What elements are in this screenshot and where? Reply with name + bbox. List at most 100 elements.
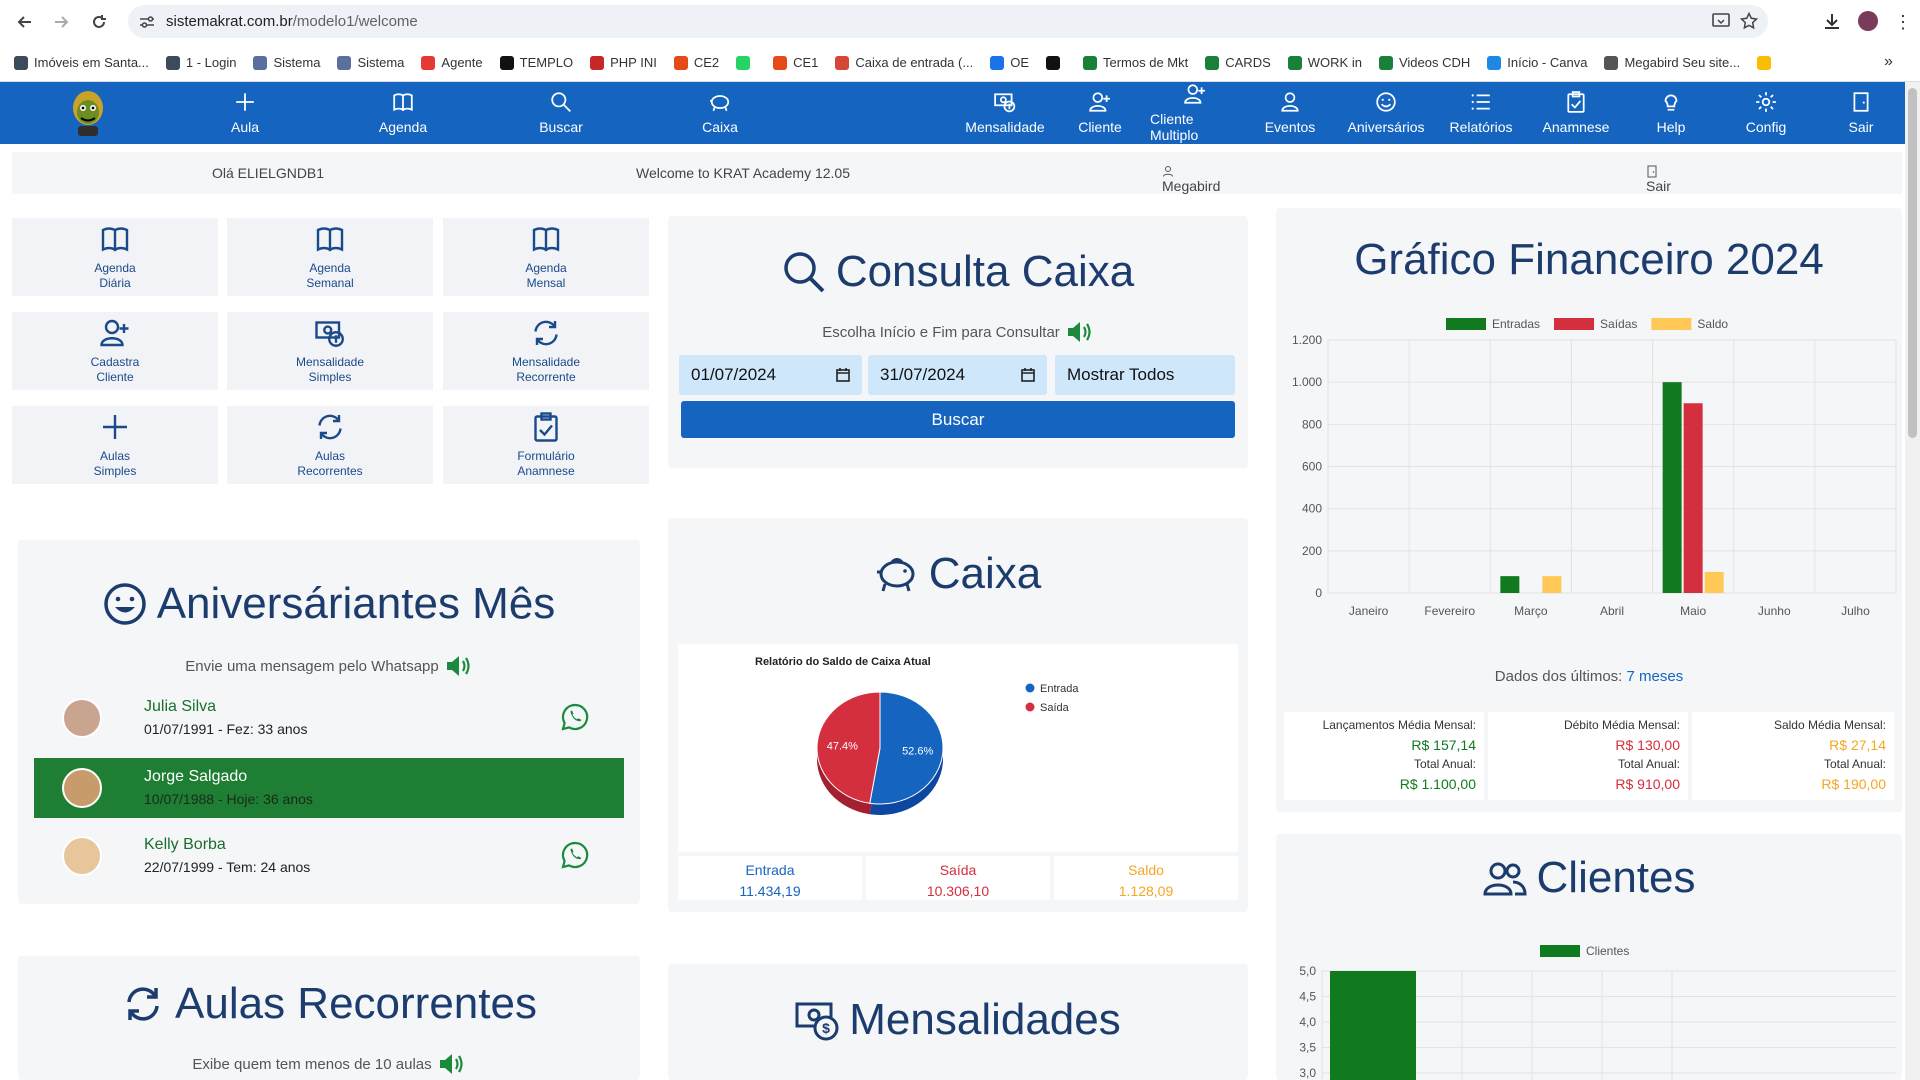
nav-agenda[interactable]: Agenda <box>358 82 448 144</box>
bookmark-item[interactable]: Termos de Mkt <box>1083 55 1188 70</box>
y-tick-label: 800 <box>1302 417 1322 431</box>
nav-config[interactable]: Config <box>1721 82 1811 144</box>
logo-icon[interactable] <box>68 88 108 138</box>
whatsapp-icon[interactable] <box>560 702 590 737</box>
bookmark-item[interactable]: WORK in <box>1287 55 1362 70</box>
forward-icon[interactable] <box>44 5 78 39</box>
bookmark-item[interactable]: Agente <box>421 55 483 70</box>
tile-cadastra-cliente[interactable]: Cadastra Cliente <box>12 312 218 390</box>
speaker-icon[interactable] <box>445 654 473 678</box>
start-date-input[interactable]: 01/07/2024 <box>679 355 862 395</box>
speaker-icon[interactable] <box>1066 320 1094 344</box>
bar-entradas[interactable] <box>1662 382 1682 593</box>
bookmark-item[interactable]: Megabird Seu site... <box>1604 55 1740 70</box>
refresh-icon <box>127 987 159 1021</box>
nav-aniversários[interactable]: Aniversários <box>1341 82 1431 144</box>
nav-buscar[interactable]: Buscar <box>516 82 606 144</box>
menu-kebab-icon[interactable]: ⋮ <box>1894 12 1912 32</box>
address-bar[interactable]: sistemakrat.com.br/modelo1/welcome <box>128 5 1768 38</box>
user-link[interactable]: Megabird <box>1162 165 1220 194</box>
tile-mensalidade-recorrente[interactable]: Mensalidade Recorrente <box>443 312 649 390</box>
tile-aulas-recorrentes[interactable]: Aulas Recorrentes <box>227 406 433 484</box>
bookmark-item[interactable]: Imóveis em Santa... <box>14 55 149 70</box>
cast-icon[interactable] <box>1712 13 1730 34</box>
y-tick-label: 600 <box>1302 460 1322 474</box>
back-icon[interactable] <box>8 5 42 39</box>
nav-caixa[interactable]: Caixa <box>675 82 765 144</box>
x-tick-label: Fevereiro <box>1424 604 1475 618</box>
nav-sair[interactable]: Sair <box>1816 82 1906 144</box>
bookmark-label: PHP INI <box>610 55 657 70</box>
logout-text: Sair <box>1646 178 1671 194</box>
filter-select[interactable]: Mostrar Todos <box>1055 355 1235 395</box>
x-tick-label: Maio <box>1680 604 1706 618</box>
reload-icon[interactable] <box>82 5 116 39</box>
nav-mensalidade[interactable]: Mensalidade <box>960 82 1050 144</box>
bookmark-item[interactable]: OE <box>990 55 1029 70</box>
refresh-icon <box>531 318 561 355</box>
svg-text:$: $ <box>822 1020 830 1036</box>
bookmarks-more-icon[interactable]: » <box>1884 53 1893 70</box>
tile-agenda-mensal[interactable]: Agenda Mensal <box>443 218 649 296</box>
calendar-icon[interactable] <box>836 368 850 382</box>
pie-slice-saída[interactable] <box>816 691 881 804</box>
nav-eventos[interactable]: Eventos <box>1245 82 1335 144</box>
calendar-icon[interactable] <box>1021 368 1035 382</box>
nav-aula[interactable]: Aula <box>200 82 290 144</box>
end-date-input[interactable]: 31/07/2024 <box>868 355 1047 395</box>
bookmark-item[interactable]: CE1 <box>773 55 818 70</box>
user-plus-icon <box>100 318 130 355</box>
buscar-button[interactable]: Buscar <box>681 401 1235 438</box>
bookmark-item[interactable]: Videos CDH <box>1378 55 1470 70</box>
start-date-value: 01/07/2024 <box>691 365 777 384</box>
tile-label-1: Cadastra <box>90 354 140 369</box>
deb-label: Débito Média Mensal: <box>1563 718 1680 732</box>
site-settings-icon[interactable] <box>138 13 156 31</box>
bar-saídas[interactable] <box>1683 403 1703 593</box>
profile-avatar[interactable] <box>1858 11 1878 31</box>
bookmark-item[interactable]: CARDS <box>1205 55 1271 70</box>
bookmark-item[interactable]: 1 - Login <box>165 55 236 70</box>
nav-cliente[interactable]: Cliente <box>1055 82 1145 144</box>
logout-link[interactable]: Sair <box>1646 165 1671 194</box>
page-scrollbar-thumb[interactable] <box>1908 88 1917 438</box>
bookmark-item[interactable]: PHP INI <box>590 55 657 70</box>
book-icon <box>392 91 414 119</box>
tile-aulas-simples[interactable]: Aulas Simples <box>12 406 218 484</box>
bookmark-item[interactable]: Caixa de entrada (... <box>835 55 973 70</box>
greeting-text: Olá ELIELGNDB1 <box>212 165 325 181</box>
download-icon[interactable] <box>1823 12 1841 35</box>
bookmark-label: Termos de Mkt <box>1103 55 1189 70</box>
tile-formulário-anamnese[interactable]: Formulário Anamnese <box>443 406 649 484</box>
gear-icon <box>1755 91 1777 119</box>
tile-label-2: Anamnese <box>517 463 575 478</box>
pie-slice-entrada[interactable] <box>869 691 944 805</box>
nav-label: Relatórios <box>1449 119 1513 135</box>
nav-anamnese[interactable]: Anamnese <box>1531 82 1621 144</box>
bookmark-item[interactable]: Início - Canva <box>1487 55 1587 70</box>
bookmark-item[interactable] <box>1757 55 1777 70</box>
nav-cliente-multiplo[interactable]: Cliente Multiplo <box>1150 82 1240 144</box>
bar-clientes[interactable] <box>1330 971 1416 1080</box>
bookmark-item[interactable]: Sistema <box>337 55 404 70</box>
bookmark-favicon-icon <box>1487 55 1502 70</box>
bookmark-item[interactable]: TEMPLO <box>499 55 573 70</box>
nav-relatórios[interactable]: Relatórios <box>1436 82 1526 144</box>
bar-saldo[interactable] <box>1542 576 1562 593</box>
bookmark-item[interactable]: Sistema <box>253 55 320 70</box>
bookmark-item[interactable] <box>1046 55 1066 70</box>
tile-agenda-diária[interactable]: Agenda Diária <box>12 218 218 296</box>
tile-agenda-semanal[interactable]: Agenda Semanal <box>227 218 433 296</box>
deb-value: R$ 130,00 <box>1615 737 1680 753</box>
bar-entradas[interactable] <box>1500 576 1520 593</box>
tile-mensalidade-simples[interactable]: Mensalidade Simples <box>227 312 433 390</box>
bar-saldo[interactable] <box>1704 571 1724 593</box>
nav-help[interactable]: Help <box>1626 82 1716 144</box>
bookmark-favicon-icon <box>673 55 688 70</box>
x-tick-label: Julho <box>1841 604 1870 618</box>
bookmark-item[interactable]: CE2 <box>673 55 719 70</box>
bookmark-star-icon[interactable] <box>1739 11 1759 35</box>
speaker-icon[interactable] <box>438 1052 466 1076</box>
whatsapp-icon[interactable] <box>560 840 590 875</box>
bookmark-item[interactable] <box>736 55 756 70</box>
